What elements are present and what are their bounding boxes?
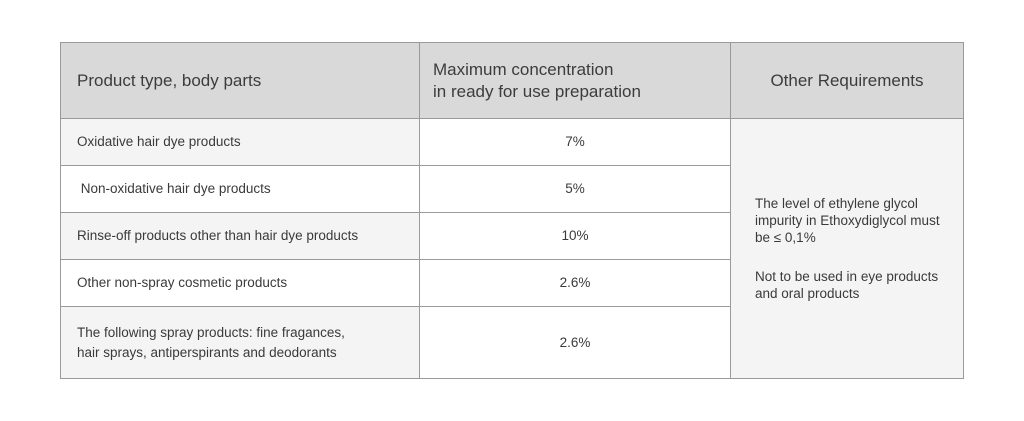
concentration-table: Product type, body parts Maximum concent…	[60, 42, 964, 379]
row-product-name: Oxidative hair dye products	[61, 119, 420, 166]
row-concentration: 2.6%	[420, 307, 731, 378]
requirement-text: Not to be used in eye products and oral …	[755, 269, 939, 301]
header-other-requirements: Other Requirements	[731, 43, 963, 119]
row-concentration: 2.6%	[420, 260, 731, 307]
row-concentration: 10%	[420, 213, 731, 260]
row-product-name: Rinse-off products other than hair dye p…	[61, 213, 420, 260]
row-concentration: 7%	[420, 119, 731, 166]
row-product-name: Non-oxidative hair dye products	[61, 166, 420, 213]
header-max-concentration: Maximum concentration in ready for use p…	[420, 43, 731, 119]
row-concentration: 5%	[420, 166, 731, 213]
row-product-name: The following spray products: fine fraga…	[61, 307, 420, 378]
header-product-type: Product type, body parts	[61, 43, 420, 119]
row-product-name: Other non-spray cosmetic products	[61, 260, 420, 307]
other-requirements-cell: The level of ethylene glycol impurity in…	[731, 119, 963, 378]
requirement-text: The level of ethylene glycol impurity in…	[755, 196, 940, 245]
